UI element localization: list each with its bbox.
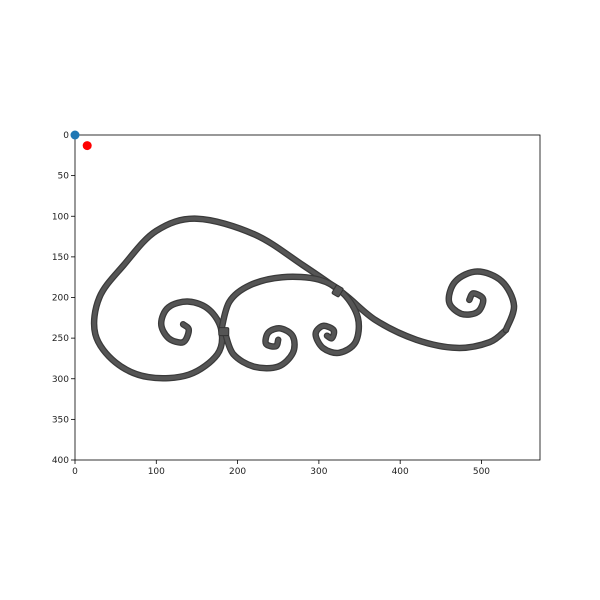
y-tick-label: 200	[52, 294, 69, 304]
data-point	[82, 141, 92, 151]
y-tick-label: 100	[52, 212, 69, 222]
scroll-collar	[331, 284, 344, 298]
x-tick-label: 0	[72, 467, 78, 477]
y-tick-label: 250	[52, 334, 69, 344]
x-tick-label: 500	[473, 467, 490, 477]
wrought-iron-scroll-image	[90, 215, 518, 382]
y-tick-label: 350	[52, 415, 69, 425]
y-tick-label: 300	[52, 375, 69, 385]
x-tick-label: 300	[310, 467, 327, 477]
scroll-right-spiral	[446, 269, 517, 332]
y-tick-label: 400	[52, 456, 69, 466]
data-point	[70, 130, 80, 140]
scroll-lower-spiral	[223, 326, 297, 371]
x-tick-label: 200	[229, 467, 246, 477]
y-tick-label: 50	[58, 172, 70, 182]
scroll-middle-loop	[219, 274, 361, 355]
scroll-outer-loop	[92, 216, 508, 381]
y-axis: 0 50 100 150 200 250 300 350 400	[52, 131, 75, 466]
x-tick-label: 400	[392, 467, 409, 477]
axes-background	[75, 135, 540, 460]
y-tick-label: 0	[63, 131, 69, 141]
data-points	[70, 130, 92, 151]
x-axis: 0 100 200 300 400 500	[72, 460, 490, 477]
scroll-collar	[218, 327, 230, 337]
plot-area	[74, 134, 541, 461]
x-tick-label: 100	[148, 467, 165, 477]
y-tick-label: 150	[52, 253, 69, 263]
